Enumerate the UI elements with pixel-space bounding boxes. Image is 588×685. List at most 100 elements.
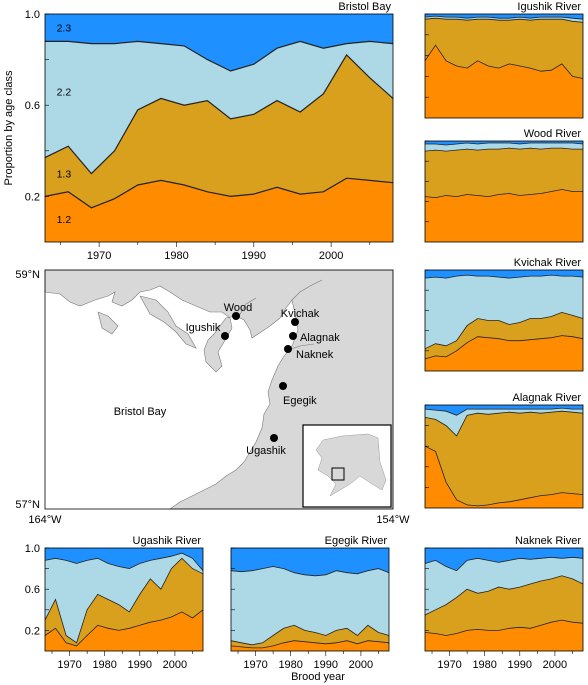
- band-egegik-1-2: [231, 640, 389, 651]
- x-tick-label: 1970: [243, 659, 267, 671]
- band-igushik-1-3: [425, 18, 583, 79]
- boundary-line-kvichak-1: [424, 311, 584, 350]
- boundary-line-bristol-2: [45, 40, 394, 72]
- longitude-label: 164°W: [28, 514, 62, 526]
- boundary-line-naknek-1: [424, 575, 584, 616]
- y-tick-label: 0.2: [25, 625, 40, 637]
- band-igushik-2-2: [425, 16, 583, 23]
- chart-kvichak: Kvichak River: [424, 257, 584, 372]
- band-kvichak-2-3: [425, 270, 583, 279]
- boundary-line-igushik-0: [424, 44, 584, 79]
- y-axis-label: Proportion by age class: [3, 70, 15, 185]
- band-egegik-2-2: [231, 566, 389, 645]
- band-egegik-1-3: [231, 625, 389, 648]
- site-label-ugashik: Ugashik: [246, 445, 286, 457]
- y-tick-label: 1.0: [25, 543, 40, 555]
- boundary-line-kvichak-0: [424, 335, 584, 360]
- boundary-line-alagnak-1: [424, 410, 584, 437]
- boundary-line-alagnak-2: [424, 407, 583, 416]
- river-2: [287, 343, 315, 351]
- boundary-line-egegik-1: [230, 624, 390, 646]
- boundary-line-bristol-1: [44, 54, 394, 175]
- boundary-line-wood-2: [425, 142, 584, 146]
- boundary-line-igushik-2: [424, 15, 584, 20]
- chart-bristol: Bristol Bay 0.2 0.6 1.0 1970 1980 1990 2000 1.2 1…: [25, 1, 394, 262]
- band-alagnak-1-2: [425, 446, 583, 508]
- chart-title-kvichak: Kvichak River: [514, 257, 582, 269]
- site-label-igushik: Igushik: [186, 322, 221, 334]
- band-label: 1.3: [57, 169, 72, 181]
- site-label-wood: Wood: [224, 302, 253, 314]
- chart-naknek: Naknek River 1970 1980 1990 2000: [424, 535, 584, 671]
- inset-locator-box: [331, 467, 345, 481]
- chart-title-wood: Wood River: [524, 128, 582, 140]
- band-naknek-2-2: [425, 557, 583, 615]
- plot-frame-wood: [424, 140, 584, 243]
- x-tick-label: 2000: [349, 659, 373, 671]
- site-label-naknek: Naknek: [296, 349, 334, 361]
- plot-frame-kvichak: [424, 269, 584, 372]
- chart-wood: Wood River: [424, 128, 584, 243]
- boundary-line-igushik-1: [424, 17, 584, 23]
- band-naknek-1-2: [425, 620, 583, 651]
- chart-igushik: Igushik River: [424, 1, 584, 119]
- band-ugashik-2-2: [45, 553, 203, 643]
- plot-frame-bristol: [44, 13, 394, 243]
- x-tick-label: 1980: [278, 659, 302, 671]
- band-alagnak-2-3: [425, 405, 583, 416]
- boundary-line-naknek-2: [424, 556, 584, 572]
- chart-title-bristol: Bristol Bay: [338, 1, 391, 13]
- site-marker-alagnak: [289, 332, 297, 340]
- band-naknek-1-3: [425, 575, 583, 636]
- band-bristol-2-3: [45, 14, 393, 71]
- chart-title-ugashik: Ugashik River: [133, 535, 202, 547]
- x-tick-label: 1980: [472, 659, 496, 671]
- x-tick-label: 2000: [163, 659, 187, 671]
- band-kvichak-1-2: [425, 335, 583, 371]
- x-tick-label: 2000: [319, 250, 343, 262]
- chart-ugashik: Ugashik River 0.2 0.6 1.0 1970 1980 1990 2000: [25, 535, 204, 671]
- x-tick-label: 1990: [508, 659, 532, 671]
- band-ugashik-1-3: [45, 558, 203, 646]
- site-label-kvichak: Kvichak: [281, 308, 320, 320]
- band-naknek-2-3: [425, 548, 583, 571]
- x-tick-label: 1970: [437, 659, 461, 671]
- x-tick-label: 1970: [87, 250, 111, 262]
- band-label: 2.2: [57, 87, 72, 99]
- chart-egegik: Egegik River 1970 1980 1990 2000: [230, 535, 390, 671]
- band-bristol-1-3: [45, 55, 393, 208]
- boundary-line-ugashik-2: [44, 552, 204, 571]
- x-tick-label: 1970: [57, 659, 81, 671]
- x-tick-label: 1980: [164, 250, 188, 262]
- band-igushik-1-2: [425, 45, 583, 119]
- plot-frame-alagnak: [424, 404, 584, 509]
- site-marker-egegik: [279, 382, 287, 390]
- boundary-line-naknek-0: [424, 619, 584, 636]
- chart-panels: Bristol Bay 0.2 0.6 1.0 1970 1980 1990 2000 1.2 1…: [25, 1, 584, 671]
- plot-frame-ugashik: [44, 547, 204, 652]
- land-2: [139, 295, 197, 349]
- y-tick-label: 0.2: [25, 191, 40, 203]
- map-frame: [44, 269, 394, 510]
- y-tick-label: 0.6: [25, 584, 40, 596]
- x-axis-label: Brood year: [291, 671, 345, 683]
- boundary-line-egegik-2: [230, 566, 390, 577]
- chart-alagnak: Alagnak River: [424, 392, 584, 509]
- boundary-line-alagnak-0: [424, 445, 584, 507]
- x-tick-label: 2000: [543, 659, 567, 671]
- y-tick-label: 0.6: [25, 100, 40, 112]
- x-tick-label: 1990: [242, 250, 266, 262]
- boundary-line-ugashik-1: [44, 557, 204, 644]
- plot-frame-naknek: [424, 547, 584, 652]
- band-egegik-2-3: [231, 548, 389, 576]
- y-tick-label: 1.0: [25, 9, 40, 21]
- boundary-line-bristol-0: [44, 177, 394, 209]
- longitude-label: 154°W: [376, 514, 410, 526]
- site-marker-naknek: [284, 345, 292, 353]
- band-bristol-2-2: [45, 41, 393, 174]
- chart-title-naknek: Naknek River: [515, 535, 581, 547]
- band-bristol-1-2: [45, 178, 393, 242]
- site-label-alagnak: Alagnak: [300, 332, 340, 344]
- band-wood-1-2: [425, 189, 583, 242]
